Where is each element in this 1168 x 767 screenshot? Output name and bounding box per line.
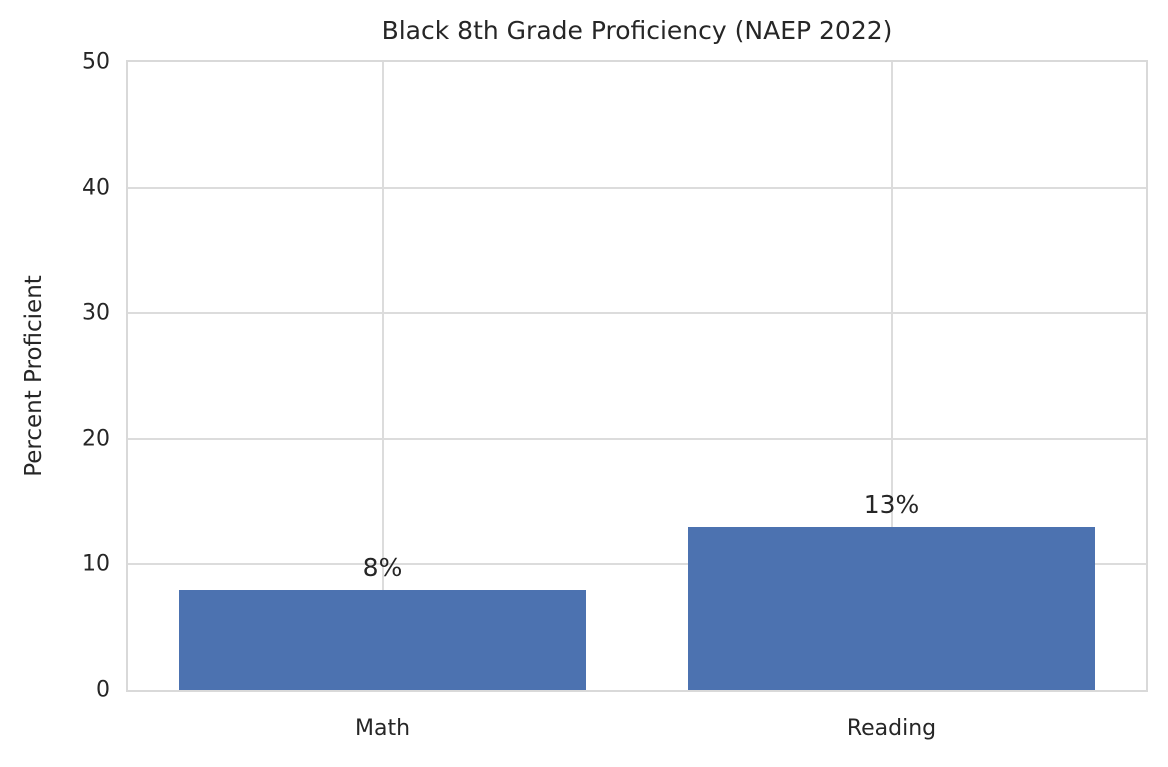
- y-tick-label-50: 50: [82, 49, 110, 75]
- y-tick-label-30: 30: [82, 300, 110, 326]
- h-gridline-30: [128, 312, 1146, 315]
- bar-value-label-reading: 13%: [863, 489, 920, 519]
- bar-math: [178, 589, 587, 690]
- y-tick-label-10: 10: [82, 551, 110, 577]
- bar-value-label-math: 8%: [362, 552, 403, 582]
- h-gridline-10: [128, 563, 1146, 566]
- chart-title: Black 8th Grade Proficiency (NAEP 2022): [381, 16, 893, 45]
- v-gridline-reading: [890, 62, 893, 690]
- plot-area: 8% 13%: [126, 60, 1148, 692]
- x-tick-label-math: Math: [354, 716, 411, 741]
- bar-reading: [687, 526, 1096, 690]
- x-tick-label-reading: Reading: [846, 716, 937, 741]
- h-gridline-20: [128, 437, 1146, 440]
- v-gridline-math: [381, 62, 384, 690]
- y-tick-label-0: 0: [96, 677, 110, 703]
- h-gridline-40: [128, 186, 1146, 189]
- y-tick-label-20: 20: [82, 426, 110, 452]
- y-tick-label-40: 40: [82, 175, 110, 201]
